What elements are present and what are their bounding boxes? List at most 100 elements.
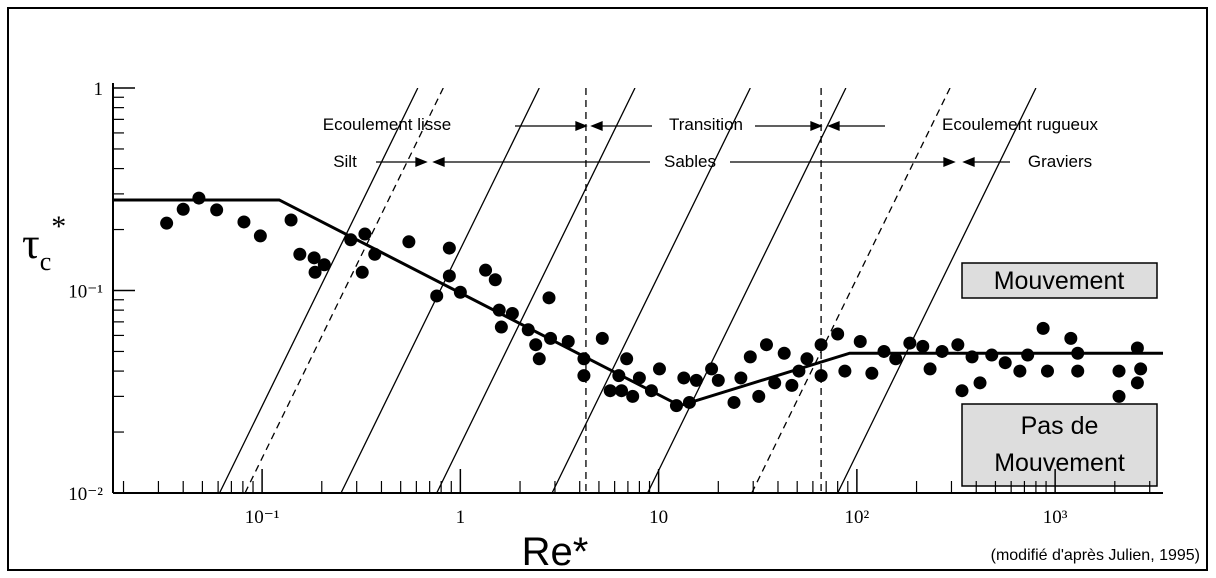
data-point (889, 352, 903, 366)
data-point (838, 364, 852, 378)
data-point (985, 348, 999, 362)
label-box (961, 262, 1158, 299)
data-point (453, 285, 467, 299)
arrows (376, 121, 1010, 167)
data-point (577, 352, 591, 366)
data-point (877, 344, 891, 358)
y-tick-label: 1 (94, 79, 104, 100)
data-point (752, 389, 766, 403)
data-point (1071, 364, 1085, 378)
data-point (689, 373, 703, 387)
data-point (677, 371, 691, 385)
data-point (1130, 376, 1144, 390)
data-point (210, 203, 224, 217)
data-point (308, 265, 322, 279)
data-point (442, 269, 456, 283)
x-axis-label: Re* (522, 530, 589, 574)
data-point (785, 378, 799, 392)
data-point (814, 338, 828, 352)
reference-line (551, 88, 751, 493)
data-point (160, 216, 174, 230)
data-point (632, 371, 646, 385)
reference-line (218, 88, 419, 493)
data-point (542, 291, 556, 305)
data-point (935, 344, 949, 358)
data-point (344, 233, 358, 247)
data-point (521, 323, 535, 337)
data-point (916, 339, 930, 353)
data-point (176, 202, 190, 216)
data-point (1130, 341, 1144, 355)
data-point (442, 241, 456, 255)
data-point (368, 247, 382, 261)
data-point (998, 356, 1012, 370)
data-point (973, 376, 987, 390)
data-point (903, 336, 917, 350)
data-point (814, 369, 828, 383)
data-point (800, 352, 814, 366)
data-point (577, 369, 591, 383)
data-point (615, 384, 629, 398)
data-point (253, 229, 267, 243)
data-point (488, 273, 502, 287)
data-point (759, 338, 773, 352)
data-point (652, 362, 666, 376)
data-point (284, 213, 298, 227)
data-point (494, 320, 508, 334)
data-point (1064, 331, 1078, 345)
data-point (768, 376, 782, 390)
data-point (595, 331, 609, 345)
data-point (1040, 364, 1054, 378)
annotation: Graviers (1028, 152, 1092, 171)
annotation: Ecoulement lisse (323, 115, 452, 134)
data-point (853, 334, 867, 348)
y-axis-label-superscript: * (51, 210, 66, 243)
y-tick-label: 10⁻² (68, 484, 103, 505)
label-box (961, 403, 1158, 487)
x-tick-label: 10⁻¹ (245, 507, 280, 528)
x-tick-label: 10 (649, 507, 668, 528)
data-point (955, 384, 969, 398)
data-point (1071, 346, 1085, 360)
data-point (603, 384, 617, 398)
data-point (1036, 321, 1050, 335)
data-point (561, 334, 575, 348)
data-point (965, 350, 979, 364)
x-tick-label: 10² (845, 507, 870, 528)
annotation: Sables (664, 152, 716, 171)
data-point (355, 265, 369, 279)
data-point (529, 338, 543, 352)
data-point (1013, 364, 1027, 378)
annotation: Ecoulement rugueux (942, 115, 1098, 134)
x-tick-label: 1 (456, 507, 466, 528)
data-point (430, 289, 444, 303)
data-point (711, 373, 725, 387)
data-point (402, 235, 416, 249)
source: (modifié d'après Julien, 1995) (991, 547, 1200, 564)
data-point (734, 371, 748, 385)
data-point (544, 331, 558, 345)
data-point (505, 306, 519, 320)
data-point (923, 362, 937, 376)
data-point (532, 352, 546, 366)
annotation: Transition (669, 115, 743, 134)
y-axis-label: τc * (22, 210, 66, 276)
y-axis-label-subscript: c (40, 247, 52, 276)
reference-line (751, 88, 951, 493)
data-point (1134, 362, 1148, 376)
data-point (307, 251, 321, 265)
data-point (865, 366, 879, 380)
data-point (669, 399, 683, 413)
reference-line (436, 88, 636, 493)
annotation-box: Pas de Mouvement (994, 412, 1125, 477)
annotation: Silt (333, 152, 357, 171)
data-point (1021, 348, 1035, 362)
data-point (192, 191, 206, 205)
annotation: Pas de Mouvement (994, 412, 1125, 477)
y-tick-label: 10⁻¹ (68, 282, 103, 303)
data-point (492, 303, 506, 317)
data-point (743, 350, 757, 364)
frame (7, 7, 1208, 571)
data-point (792, 364, 806, 378)
